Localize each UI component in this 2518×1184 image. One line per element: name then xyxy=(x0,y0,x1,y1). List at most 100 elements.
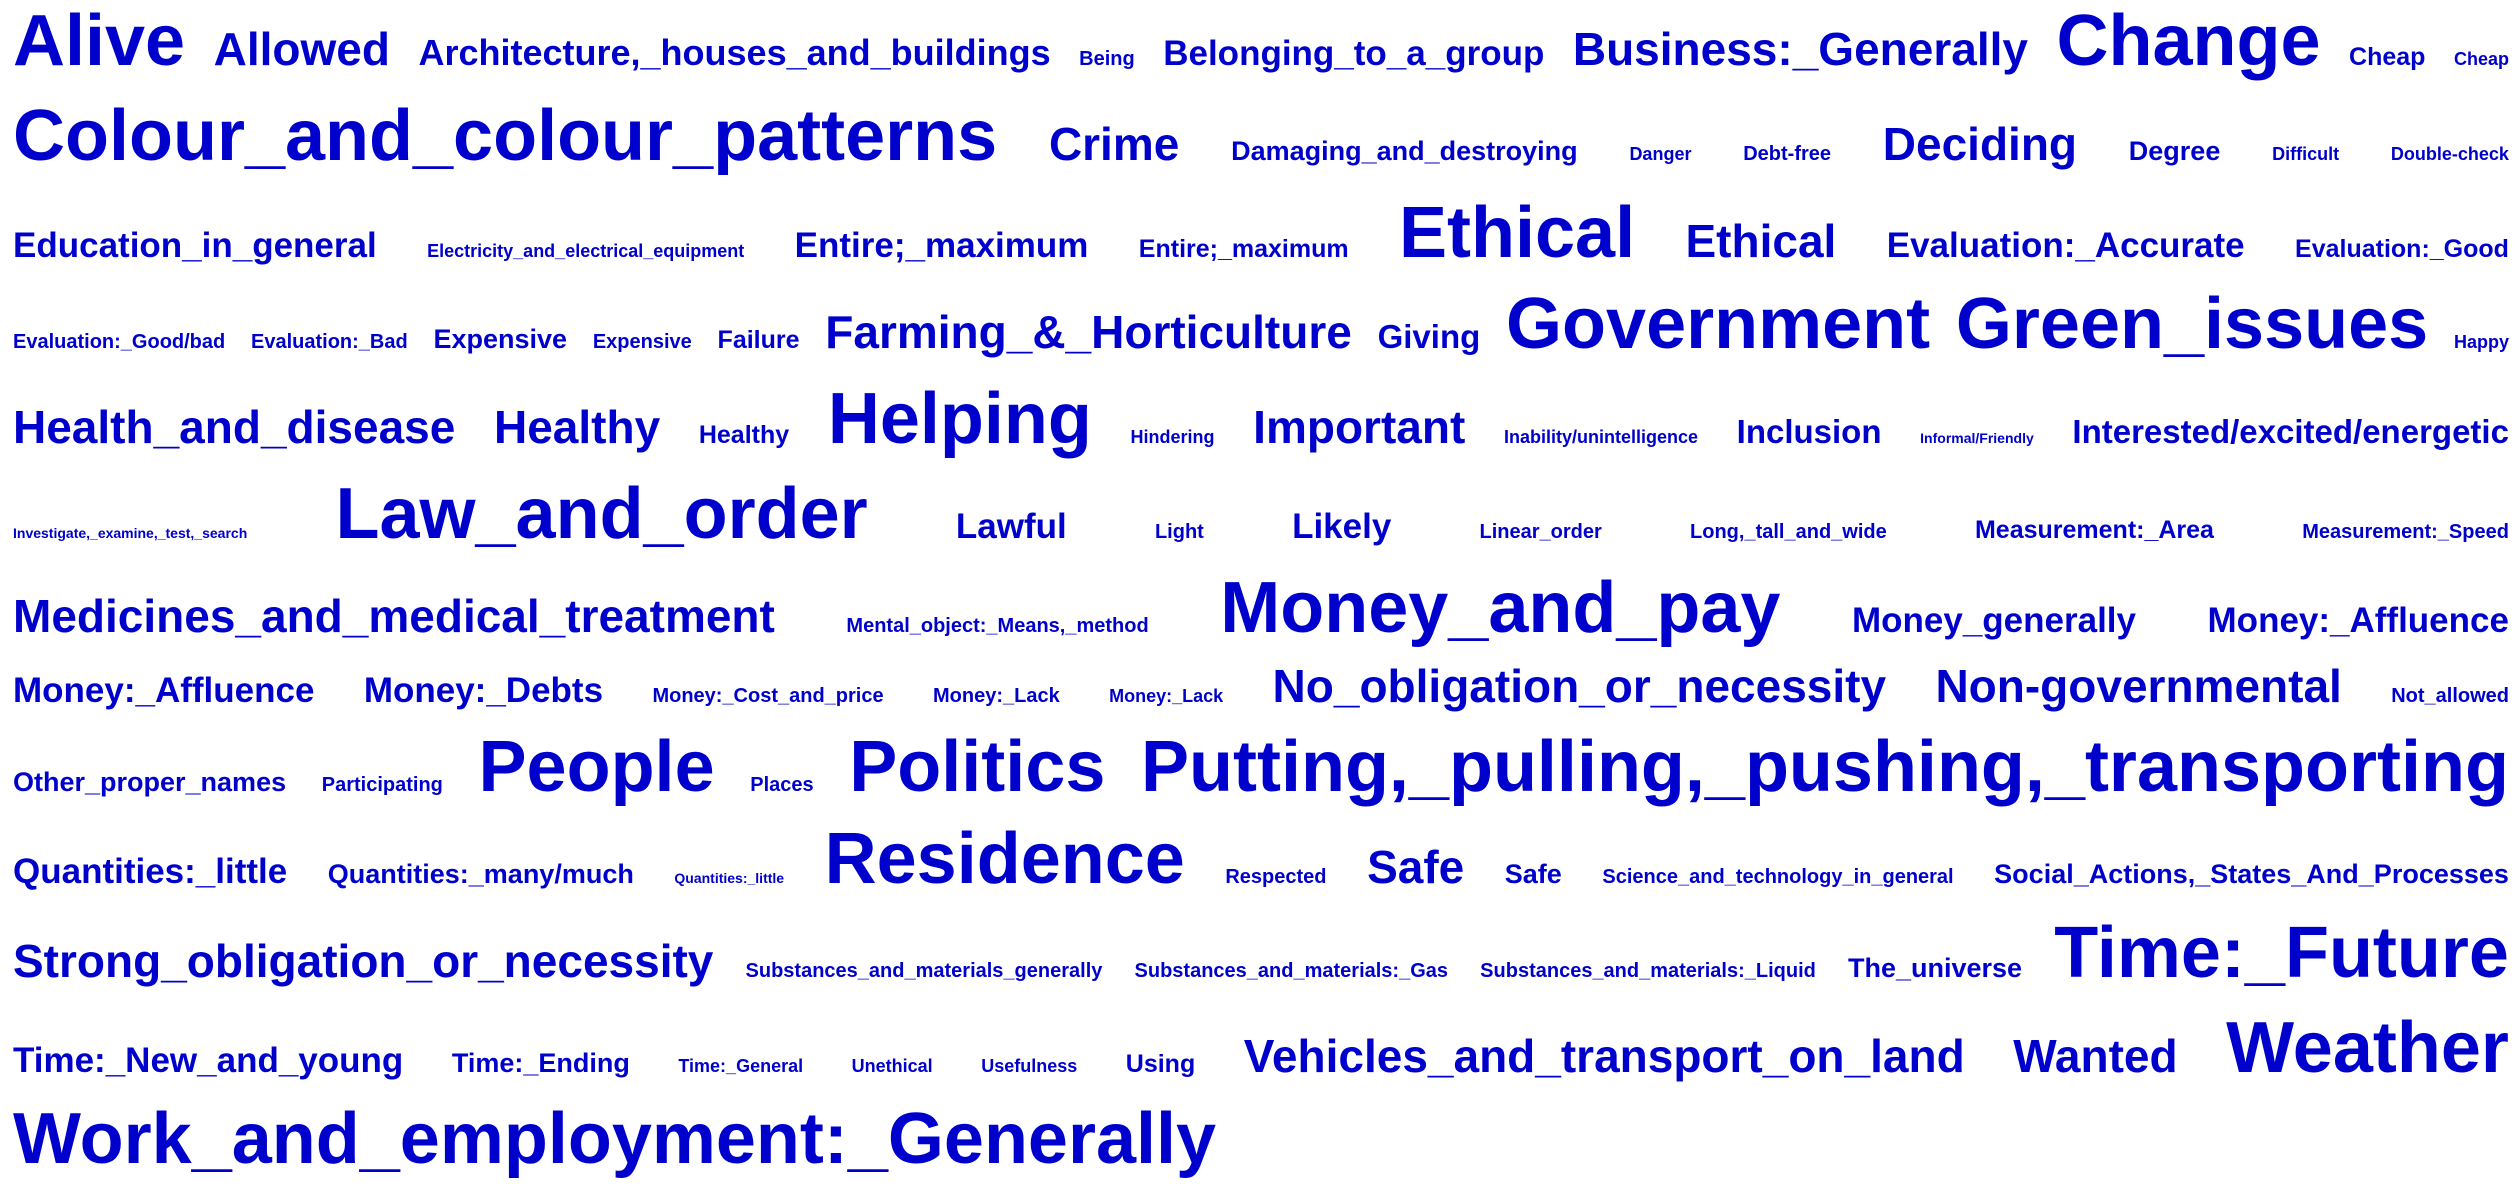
word-cloud-term[interactable]: Failure xyxy=(717,326,800,354)
word-cloud-term[interactable]: Quantities:_little xyxy=(13,852,288,891)
word-cloud-term[interactable]: Crime xyxy=(1048,118,1180,170)
word-cloud-term[interactable]: Expensive xyxy=(433,324,568,354)
word-cloud-term[interactable]: Belonging_to_a_group xyxy=(1163,34,1545,73)
word-cloud-term[interactable]: Allowed xyxy=(213,23,390,75)
word-cloud-term[interactable]: Healthy xyxy=(698,421,790,449)
word-cloud-term[interactable]: Safe xyxy=(1367,841,1465,893)
word-cloud-term[interactable]: Ethical xyxy=(1685,215,1837,267)
word-cloud-term[interactable]: Quantities:_many/much xyxy=(327,859,634,889)
word-cloud-term[interactable]: Social_Actions,_States_And_Processes xyxy=(1994,859,2509,889)
word-cloud-term[interactable]: Expensive xyxy=(592,331,692,353)
word-cloud-term[interactable]: Putting,_pulling,_pushing,_transporting xyxy=(1141,727,2509,807)
word-cloud-term[interactable]: Vehicles_and_transport_on_land xyxy=(1243,1030,1965,1082)
word-cloud-term[interactable]: Safe xyxy=(1504,859,1562,889)
word-cloud-term[interactable]: Entire;_maximum xyxy=(794,226,1089,265)
word-cloud-term[interactable]: Inability/unintelligence xyxy=(1503,427,1698,447)
word-cloud-term[interactable]: Architecture,_houses_and_buildings xyxy=(418,32,1051,73)
word-cloud-term[interactable]: Respected xyxy=(1225,866,1327,888)
word-cloud-term[interactable]: Important xyxy=(1253,401,1466,453)
word-cloud-term[interactable]: Investigate,_examine,_test,_search xyxy=(13,525,248,541)
word-cloud-term[interactable]: Degree xyxy=(2128,136,2221,166)
word-cloud-term[interactable]: Substances_and_materials_generally xyxy=(745,960,1103,982)
word-cloud-term[interactable]: Likely xyxy=(1292,507,1392,546)
word-cloud-term[interactable]: Cheap xyxy=(2349,43,2426,71)
word-cloud-term[interactable]: Evaluation:_Good xyxy=(2295,235,2509,263)
word-cloud-term[interactable]: Cheap xyxy=(2453,49,2509,69)
word-cloud-row: Quantities:_little Quantities:_many/much Q… xyxy=(13,823,2509,895)
word-cloud-term[interactable]: Strong_obligation_or_necessity xyxy=(13,935,714,987)
word-cloud-term[interactable]: Politics xyxy=(849,727,1106,807)
word-cloud-term[interactable]: Hindering xyxy=(1130,427,1215,447)
word-cloud-term[interactable]: Light xyxy=(1154,521,1204,543)
word-cloud-term[interactable]: Mental_object:_Means,_method xyxy=(846,615,1149,637)
word-cloud-term[interactable]: Interested/excited/energetic xyxy=(2072,413,2509,450)
word-cloud-term[interactable]: Deciding xyxy=(1882,118,2078,170)
word-cloud-term[interactable]: The_universe xyxy=(1847,953,2023,983)
word-cloud-term[interactable]: Measurement:_Area xyxy=(1974,516,2214,544)
word-cloud-term[interactable]: Business:_Generally xyxy=(1572,23,2028,75)
word-cloud-term[interactable]: Happy xyxy=(2453,332,2509,352)
word-cloud-term[interactable]: Science_and_technology_in_general xyxy=(1602,866,1954,888)
word-cloud-term[interactable]: Electricity_and_electrical_equipment xyxy=(427,241,745,261)
word-cloud-term[interactable]: People xyxy=(478,727,715,807)
word-cloud-term[interactable]: Weather xyxy=(2226,1008,2509,1088)
word-cloud-term[interactable]: Debt-free xyxy=(1743,143,1832,165)
word-cloud-term[interactable]: Substances_and_materials:_Liquid xyxy=(1480,960,1816,982)
word-cloud-term[interactable]: Money_generally xyxy=(1851,601,2136,640)
word-cloud-term[interactable]: Damaging_and_destroying xyxy=(1231,136,1578,166)
word-cloud-term[interactable]: Informal/Friendly xyxy=(1920,430,2034,446)
word-cloud-term[interactable]: Lawful xyxy=(955,507,1067,546)
word-cloud-term[interactable]: Money_and_pay xyxy=(1220,568,1781,648)
word-cloud-term[interactable]: Colour_and_colour_patterns xyxy=(13,96,998,176)
word-cloud-term[interactable]: Long,_tall_and_wide xyxy=(1690,521,1887,543)
word-cloud-term[interactable]: Participating xyxy=(321,774,443,796)
word-cloud-term[interactable]: Double-check xyxy=(2390,144,2509,164)
word-cloud-term[interactable]: Work_and_employment:_Generally xyxy=(13,1099,1217,1179)
word-cloud-term[interactable]: Difficult xyxy=(2272,144,2340,164)
word-cloud-term[interactable]: Evaluation:_Good/bad xyxy=(13,331,226,353)
word-cloud-term[interactable]: Giving xyxy=(1377,318,1481,355)
word-cloud-term[interactable]: Ethical xyxy=(1399,193,1636,273)
word-cloud-term[interactable]: Farming_&_Horticulture xyxy=(825,306,1352,358)
word-cloud-term[interactable]: Law_and_order xyxy=(335,474,868,554)
word-cloud-term[interactable]: Health_and_disease xyxy=(13,401,456,453)
word-cloud-term[interactable]: Green_issues xyxy=(1955,284,2429,364)
word-cloud-term[interactable]: Using xyxy=(1125,1050,1196,1078)
word-cloud-term[interactable]: Substances_and_materials:_Gas xyxy=(1134,960,1449,982)
word-cloud-term[interactable]: Residence xyxy=(824,819,1185,899)
word-cloud-term[interactable]: Education_in_general xyxy=(13,226,377,265)
word-cloud-term[interactable]: Time:_New_and_young xyxy=(13,1041,404,1080)
word-cloud-term[interactable]: Government xyxy=(1506,284,1931,364)
word-cloud-term[interactable]: Money:_Affluence xyxy=(13,671,315,710)
word-cloud-term[interactable]: Time:_General xyxy=(678,1056,804,1076)
word-cloud-term[interactable]: Unethical xyxy=(851,1056,933,1076)
word-cloud-term[interactable]: Linear_order xyxy=(1479,521,1602,543)
word-cloud-term[interactable]: Change xyxy=(2056,1,2321,81)
word-cloud-term[interactable]: Places xyxy=(750,774,814,796)
word-cloud-term[interactable]: Not_allowed xyxy=(2391,685,2509,707)
word-cloud-term[interactable]: Non-governmental xyxy=(1935,660,2342,712)
word-cloud-term[interactable]: Entire;_maximum xyxy=(1138,235,1349,263)
word-cloud-term[interactable]: Money:_Lack xyxy=(1109,686,1224,706)
word-cloud-term[interactable]: Quantities:_little xyxy=(674,870,785,886)
word-cloud-term[interactable]: Wanted xyxy=(2013,1030,2178,1082)
word-cloud-term[interactable]: Evaluation:_Bad xyxy=(251,331,408,353)
word-cloud-term[interactable]: Usefulness xyxy=(981,1056,1078,1076)
word-cloud-term[interactable]: Other_proper_names xyxy=(13,767,287,797)
word-cloud-term[interactable]: Money:_Cost_and_price xyxy=(652,685,884,707)
word-cloud-term[interactable]: Inclusion xyxy=(1736,413,1882,450)
word-cloud-term[interactable]: Money:_Affluence xyxy=(2207,601,2509,640)
word-cloud-term[interactable]: Measurement:_Speed xyxy=(2302,521,2509,543)
word-cloud-term[interactable]: Money:_Debts xyxy=(363,671,604,710)
word-cloud-term[interactable]: Time:_Future xyxy=(2054,913,2509,993)
word-cloud-term[interactable]: Danger xyxy=(1629,144,1692,164)
word-cloud-term[interactable]: Healthy xyxy=(494,401,661,453)
word-cloud-term[interactable]: No_obligation_or_necessity xyxy=(1272,660,1887,712)
word-cloud-term[interactable]: Evaluation:_Accurate xyxy=(1886,226,2245,265)
word-cloud-term[interactable]: Medicines_and_medical_treatment xyxy=(13,590,775,642)
word-cloud-term[interactable]: Helping xyxy=(827,379,1092,459)
word-cloud-term[interactable]: Alive xyxy=(13,1,186,81)
word-cloud-term[interactable]: Time:_Ending xyxy=(451,1048,630,1078)
word-cloud-term[interactable]: Money:_Lack xyxy=(933,685,1060,707)
word-cloud-term[interactable]: Being xyxy=(1079,48,1135,70)
